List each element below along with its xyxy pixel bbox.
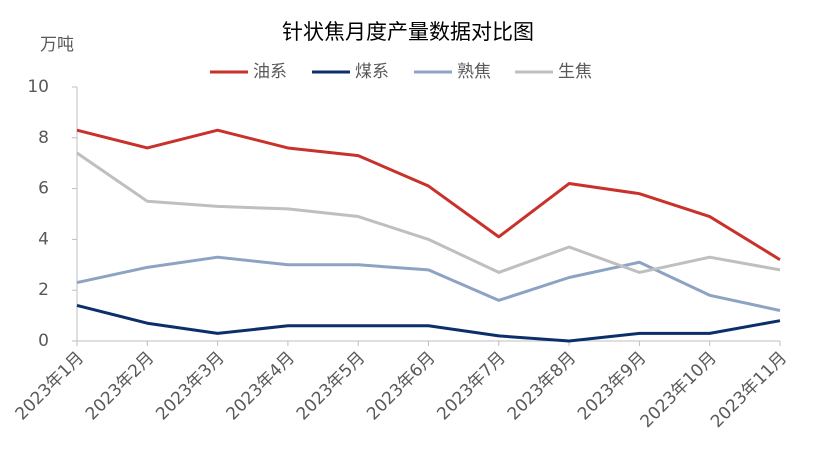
chart-title: 针状焦月度产量数据对比图 xyxy=(282,20,534,44)
y-tick-label: 2 xyxy=(38,280,49,300)
y-tick-label: 8 xyxy=(38,128,49,148)
x-tick-label: 2023年1月 xyxy=(12,348,88,424)
y-axis-label: 万吨 xyxy=(40,35,74,55)
y-tick-label: 4 xyxy=(38,229,49,249)
x-tick-label: 2023年9月 xyxy=(574,348,650,424)
x-tick-label: 2023年6月 xyxy=(363,348,439,424)
x-tick-label: 2023年4月 xyxy=(223,348,299,424)
y-tick-label: 10 xyxy=(27,77,49,97)
series-line xyxy=(76,151,781,274)
series-line xyxy=(76,303,781,343)
series-line xyxy=(76,255,781,312)
series-line xyxy=(76,128,781,261)
y-tick-label: 6 xyxy=(38,179,49,199)
x-tick-label: 2023年5月 xyxy=(293,348,369,424)
x-tick-label: 2023年7月 xyxy=(433,348,509,424)
x-tick-label: 2023年3月 xyxy=(152,348,228,424)
x-tick-label: 2023年11月 xyxy=(707,348,791,432)
legend-label: 油系 xyxy=(253,62,287,82)
legend-label: 煤系 xyxy=(355,62,389,82)
y-tick-label: 0 xyxy=(38,331,49,351)
x-tick-label: 2023年8月 xyxy=(504,348,580,424)
legend-label: 熟焦 xyxy=(457,61,491,82)
x-tick-label: 2023年2月 xyxy=(82,348,158,424)
legend-label: 生焦 xyxy=(558,62,592,82)
